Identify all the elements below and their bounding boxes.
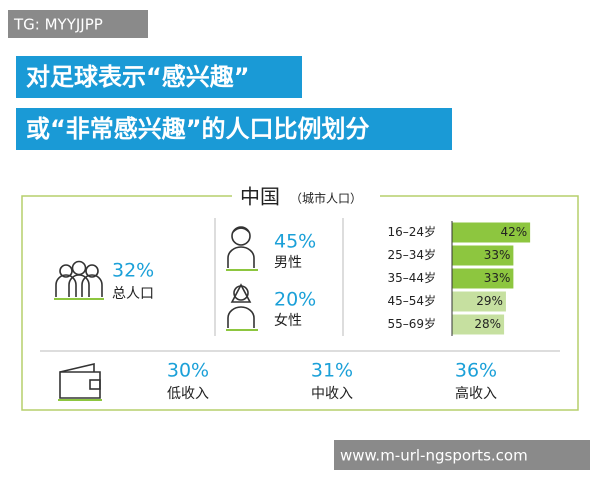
footer-box — [334, 440, 590, 470]
income-value: 31% — [311, 360, 353, 382]
people-icon — [54, 260, 104, 300]
income-value: 36% — [455, 360, 497, 382]
age-label: 16–24岁 — [387, 224, 436, 239]
age-label: 25–34岁 — [387, 247, 436, 262]
age-label: 55–69岁 — [387, 316, 436, 331]
footer: www.m-url-ngsports.com — [340, 447, 528, 465]
title-box — [16, 56, 302, 98]
title-box — [16, 108, 452, 150]
age-value-label: 33% — [484, 271, 511, 285]
age-value-label: 33% — [484, 248, 511, 262]
age-bar — [452, 291, 506, 312]
panel-subtitle: （城市人口） — [290, 191, 362, 206]
male-value: 45% — [274, 231, 316, 253]
total-value: 32% — [112, 260, 154, 282]
age-bar — [452, 245, 514, 266]
income-value: 30% — [167, 360, 209, 382]
male-label: 男性 — [274, 255, 302, 271]
male-icon — [226, 226, 258, 271]
age-value-label: 29% — [476, 294, 503, 308]
female-value: 20% — [274, 289, 316, 311]
age-value-label: 42% — [500, 225, 527, 239]
total-label: 总人口 — [112, 286, 154, 302]
title-line: 对足球表示“感兴趣” — [26, 63, 250, 91]
age-bar — [452, 314, 505, 335]
age-label: 35–44岁 — [387, 270, 436, 285]
age-label: 45–54岁 — [387, 293, 436, 308]
income-label: 低收入 — [167, 386, 209, 402]
watermark: TG: MYYJJPP — [13, 16, 103, 34]
wallet-icon — [58, 362, 102, 401]
age-bar — [452, 222, 531, 243]
panel-title: 中国 — [240, 185, 280, 209]
panel-title-bg — [232, 184, 380, 210]
age-bar — [452, 268, 514, 289]
watermark-box — [8, 10, 148, 38]
income-group: 30% 低收入 31% 中收入 36% 高收入 — [167, 360, 497, 403]
age-value-label: 28% — [474, 317, 501, 331]
income-label: 中收入 — [311, 386, 353, 402]
title-line: 或“非常感兴趣”的人口比例划分 — [26, 115, 370, 143]
age-chart: 16–24岁 42% 25–34岁 33% 35–44岁 33% 45–54岁 29% 55–6… — [387, 221, 531, 336]
female-label: 女性 — [274, 312, 302, 329]
female-icon — [226, 283, 258, 331]
income-label: 高收入 — [455, 385, 497, 402]
